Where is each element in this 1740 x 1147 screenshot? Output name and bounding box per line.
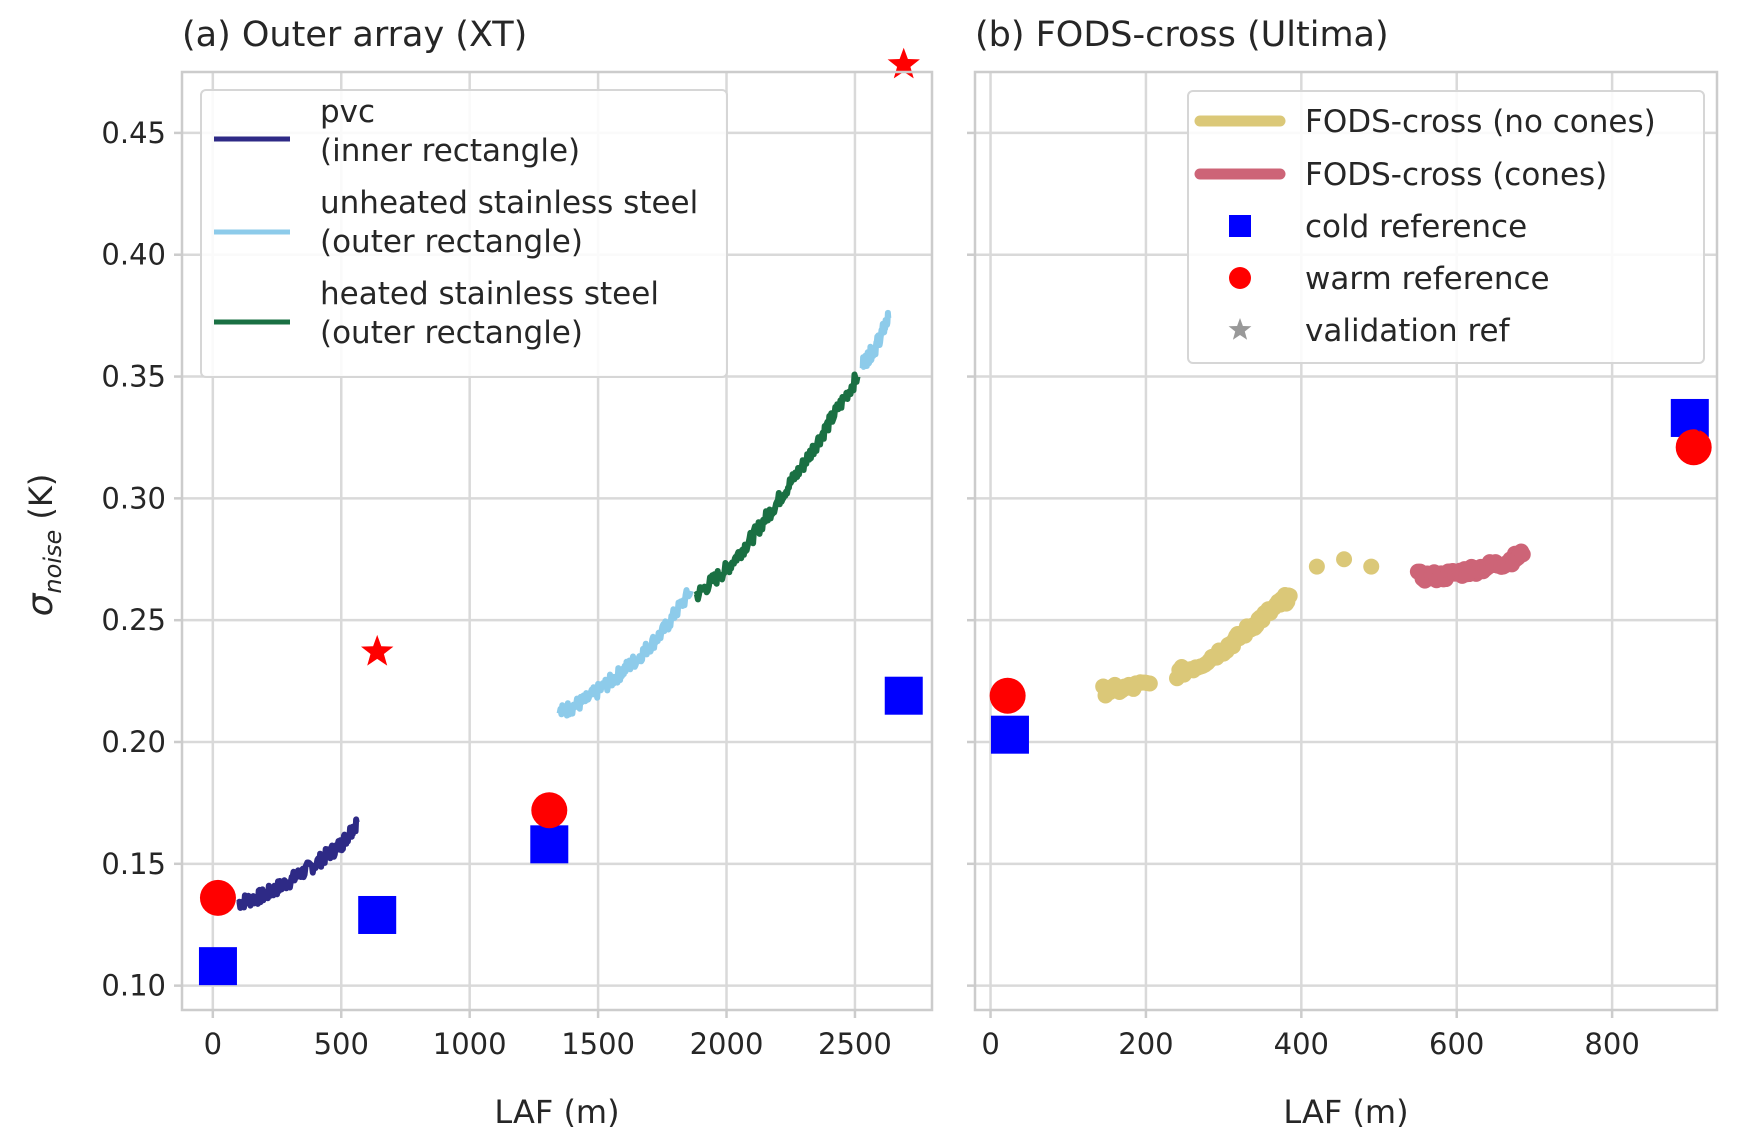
warm-reference-marker <box>199 879 236 916</box>
y-tick-label: 0.45 <box>101 116 166 150</box>
y-tick-label: 0.30 <box>101 481 166 515</box>
x-tick-label: 2500 <box>818 1027 892 1061</box>
panel-a-title: (a) Outer array (XT) <box>182 15 527 55</box>
panel-a-y-label: σnoise (K) <box>20 474 67 617</box>
warm-reference-marker <box>1675 429 1712 466</box>
x-tick-label: 0 <box>981 1027 999 1061</box>
legend-label: validation ref <box>1305 313 1511 349</box>
legend-square-swatch <box>1229 215 1251 237</box>
panel-a: (a) Outer array (XT) 0 500 1000 1500 2000 250… <box>20 15 934 1131</box>
legend-label: cold reference <box>1305 209 1527 245</box>
legend-label: unheated stainless steel <box>320 185 698 221</box>
x-tick-label: 500 <box>314 1027 369 1061</box>
legend-label: FODS-cross (no cones) <box>1305 104 1656 140</box>
panel-b-frame <box>973 70 1719 1012</box>
x-tick-label: 600 <box>1429 1027 1484 1061</box>
validation-ref-marker <box>887 47 920 79</box>
y-tick-label: 0.15 <box>101 847 166 881</box>
cold-reference-marker <box>990 715 1029 754</box>
panel-a-series <box>236 309 892 911</box>
panel-b-ticks: 0 200 400 600 800 <box>967 131 1640 1061</box>
warm-reference-marker <box>531 792 568 829</box>
legend-star-swatch <box>1228 318 1252 340</box>
x-tick-label: 1000 <box>433 1027 507 1061</box>
series-point <box>1281 587 1298 604</box>
x-tick-label: 200 <box>1118 1027 1173 1061</box>
panel-b-legend: FODS-cross (no cones) FODS-cross (cones) c… <box>1187 90 1705 364</box>
legend-label: warm reference <box>1305 261 1550 297</box>
x-tick-label: 1500 <box>561 1027 635 1061</box>
cold-reference-marker <box>530 825 569 864</box>
legend-label: (outer rectangle) <box>320 224 583 260</box>
legend-label: heated stainless steel <box>320 276 659 312</box>
panel-b-series <box>1095 543 1531 704</box>
x-tick-label: 2000 <box>690 1027 764 1061</box>
validation-ref-marker <box>361 634 394 666</box>
panel-b: (b) FODS-cross (Ultima) 0 200 400 600 800 LA… <box>967 15 1719 1131</box>
cold-reference-marker <box>884 676 923 715</box>
y-tick-label: 0.10 <box>101 969 166 1003</box>
series-point <box>1308 558 1325 575</box>
x-tick-label: 400 <box>1274 1027 1329 1061</box>
legend-label: FODS-cross (cones) <box>1305 157 1607 193</box>
legend-label: (outer rectangle) <box>320 315 583 351</box>
cold-reference-marker <box>358 895 397 934</box>
panel-a-ticks: 0 500 1000 1500 2000 2500 0.10 0.15 0.20 0.25 0.30… <box>101 116 891 1061</box>
y-tick-label: 0.25 <box>101 603 166 637</box>
series-line <box>556 587 694 719</box>
y-tick-label: 0.35 <box>101 360 166 394</box>
x-tick-label: 0 <box>204 1027 222 1061</box>
series-line <box>693 371 861 603</box>
series-line <box>236 816 360 911</box>
validation-ref-marker <box>1673 401 1706 432</box>
legend-label: (inner rectangle) <box>320 133 580 169</box>
y-tick-label: 0.20 <box>101 725 166 759</box>
cold-reference-marker <box>198 947 237 986</box>
panel-a-legend: pvc (inner rectangle) unheated stainless … <box>200 89 728 378</box>
panel-b-x-label: LAF (m) <box>1283 1093 1408 1131</box>
legend-label: pvc <box>320 94 375 130</box>
panel-b-markers <box>989 398 1712 754</box>
warm-reference-marker <box>989 677 1026 714</box>
legend-circle-swatch <box>1229 267 1251 289</box>
series-point <box>1336 551 1353 568</box>
series-point <box>1141 675 1158 692</box>
panel-a-frame <box>180 70 934 1012</box>
series-point <box>1363 558 1380 575</box>
x-tick-label: 800 <box>1584 1027 1639 1061</box>
series-point <box>1514 546 1531 563</box>
panel-b-title: (b) FODS-cross (Ultima) <box>975 15 1389 55</box>
panel-a-markers <box>198 47 923 986</box>
panel-a-x-label: LAF (m) <box>494 1093 619 1131</box>
series-line <box>859 309 892 370</box>
y-tick-label: 0.40 <box>101 238 166 272</box>
